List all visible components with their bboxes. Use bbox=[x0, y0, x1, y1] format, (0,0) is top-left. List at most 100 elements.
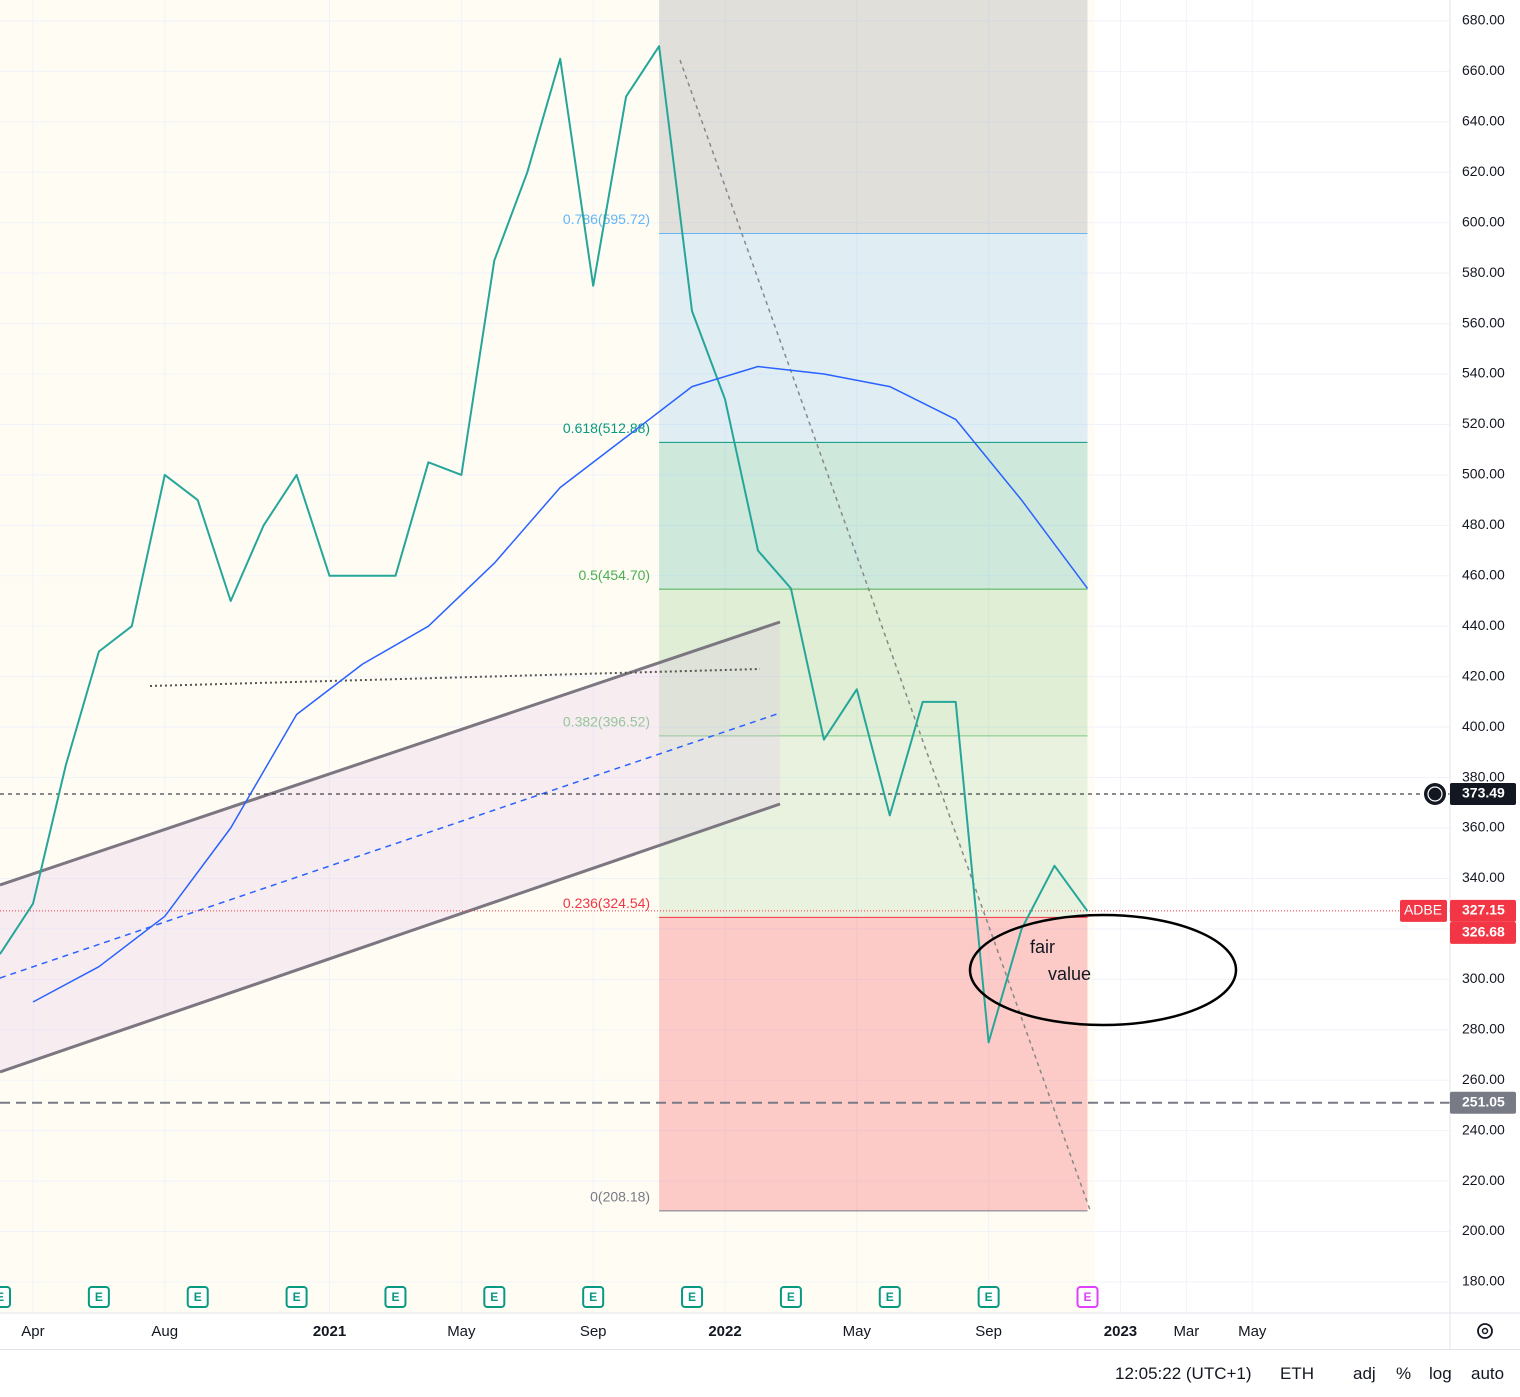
y-tick-label: 600.00 bbox=[1462, 213, 1505, 229]
grid bbox=[0, 0, 1450, 1313]
price-lines bbox=[0, 793, 1450, 1104]
y-tick-label: 300.00 bbox=[1462, 970, 1505, 986]
price-tag-label: 251.05 bbox=[1462, 1093, 1505, 1109]
x-tick-label: Mar bbox=[1173, 1323, 1199, 1340]
x-tick-label: Sep bbox=[975, 1323, 1002, 1340]
earnings-marker[interactable] bbox=[878, 1286, 901, 1308]
symbol-tag-label: ADBE bbox=[1404, 902, 1442, 918]
price-tag-label: 326.68 bbox=[1462, 924, 1505, 940]
y-tick-label: 420.00 bbox=[1462, 667, 1505, 683]
channel-fill bbox=[0, 622, 780, 1072]
earnings-marker[interactable] bbox=[0, 1286, 11, 1308]
y-tick-label: 480.00 bbox=[1462, 516, 1505, 532]
y-tick-label: 400.00 bbox=[1462, 718, 1505, 734]
y-tick-label: 560.00 bbox=[1462, 314, 1505, 330]
y-tick-label: 640.00 bbox=[1462, 113, 1505, 129]
add-alert-icon bbox=[1427, 786, 1443, 802]
earnings-marker[interactable] bbox=[582, 1286, 605, 1308]
y-tick-label: 460.00 bbox=[1462, 566, 1505, 582]
y-tick-label: 280.00 bbox=[1462, 1020, 1505, 1036]
y-tick-label: 620.00 bbox=[1462, 163, 1505, 179]
fib-zone bbox=[659, 233, 1088, 443]
x-tick-label: May bbox=[1238, 1323, 1267, 1340]
x-tick-label: Aug bbox=[151, 1323, 178, 1340]
y-tick-label: 500.00 bbox=[1462, 466, 1505, 482]
earnings-marker[interactable] bbox=[1076, 1286, 1099, 1308]
session-toggle[interactable]: ETH bbox=[1280, 1364, 1314, 1383]
percent-toggle[interactable]: % bbox=[1396, 1364, 1412, 1383]
earnings-label: E bbox=[95, 1290, 103, 1304]
x-tick-label: Apr bbox=[21, 1323, 44, 1340]
x-tick-label: 2021 bbox=[313, 1323, 346, 1340]
price-tag-label: 327.15 bbox=[1462, 902, 1505, 918]
earnings-label: E bbox=[589, 1290, 597, 1304]
y-tick-label: 340.00 bbox=[1462, 869, 1505, 885]
y-tick-label: 520.00 bbox=[1462, 415, 1505, 431]
fib-zone bbox=[659, 0, 1088, 234]
moving-average bbox=[32, 365, 1089, 1003]
price-tag bbox=[1450, 782, 1516, 805]
price-tags: 373.49 327.15 ADBE 326.68 251.05 bbox=[1400, 782, 1516, 1114]
fib-zones: 0.786(595.72)0.618(512.88)0.5(454.70)0.3… bbox=[563, 0, 1088, 1212]
earnings-marker[interactable] bbox=[779, 1286, 802, 1308]
add-alert-button[interactable] bbox=[1424, 782, 1446, 805]
fib-zone bbox=[659, 589, 1088, 736]
x-tick-label: May bbox=[447, 1323, 476, 1340]
earnings-label: E bbox=[886, 1290, 894, 1304]
earnings-marker[interactable] bbox=[87, 1286, 110, 1308]
fib-zone bbox=[659, 917, 1088, 1211]
earnings-label: E bbox=[0, 1290, 4, 1304]
earnings-label: E bbox=[1083, 1290, 1091, 1304]
y-tick-label: 440.00 bbox=[1462, 617, 1505, 633]
earnings-marker[interactable] bbox=[186, 1286, 209, 1308]
earnings-label: E bbox=[490, 1290, 498, 1304]
adj-toggle[interactable]: adj bbox=[1353, 1364, 1376, 1383]
earnings-marker[interactable] bbox=[384, 1286, 407, 1308]
price-line bbox=[0, 45, 1089, 1044]
chart: 0.786(595.72)0.618(512.88)0.5(454.70)0.3… bbox=[0, 0, 1520, 1349]
channel-upper bbox=[0, 620, 781, 887]
auto-toggle[interactable]: auto bbox=[1471, 1364, 1505, 1383]
x-tick-label: May bbox=[843, 1323, 872, 1340]
settings-icon[interactable] bbox=[1477, 1323, 1493, 1339]
channel-lower bbox=[0, 802, 781, 1074]
y-tick-label: 260.00 bbox=[1462, 1071, 1505, 1087]
y-tick-label: 580.00 bbox=[1462, 264, 1505, 280]
fib-label: 0.618(512.88) bbox=[563, 420, 650, 436]
fib-zone bbox=[659, 735, 1088, 918]
annotation-text: value bbox=[1048, 964, 1091, 984]
axes: 180.00 200.00 220.00 240.00 260.00 280.00 300.… bbox=[0, 12, 1505, 1340]
earnings-label: E bbox=[688, 1290, 696, 1304]
earnings-label: E bbox=[391, 1290, 399, 1304]
clock: 12:05:22 (UTC+1) bbox=[1115, 1364, 1252, 1383]
settings-button[interactable] bbox=[1477, 1323, 1493, 1339]
earnings-label: E bbox=[985, 1290, 993, 1304]
earnings-label: E bbox=[293, 1290, 301, 1304]
earnings-label: E bbox=[194, 1290, 202, 1304]
y-tick-label: 180.00 bbox=[1462, 1273, 1505, 1289]
fib-label: 0.5(454.70) bbox=[578, 567, 650, 583]
y-tick-label: 540.00 bbox=[1462, 365, 1505, 381]
session-background bbox=[0, 0, 1095, 1313]
y-tick-label: 240.00 bbox=[1462, 1121, 1505, 1137]
price-tag bbox=[1450, 921, 1516, 944]
earnings-marker[interactable] bbox=[977, 1286, 1000, 1308]
annotation-ellipse bbox=[968, 913, 1238, 1027]
series bbox=[0, 45, 1089, 1044]
earnings-marker[interactable] bbox=[681, 1286, 704, 1308]
earnings-marker[interactable] bbox=[483, 1286, 506, 1308]
x-tick-label: 2023 bbox=[1104, 1323, 1137, 1340]
y-tick-label: 360.00 bbox=[1462, 819, 1505, 835]
log-toggle[interactable]: log bbox=[1429, 1364, 1452, 1383]
x-tick-label: 2022 bbox=[708, 1323, 741, 1340]
price-tag bbox=[1450, 899, 1516, 922]
price-tag bbox=[1450, 1091, 1516, 1114]
y-tick-label: 660.00 bbox=[1462, 62, 1505, 78]
earnings-marker[interactable] bbox=[285, 1286, 308, 1308]
x-tick-label: Sep bbox=[580, 1323, 607, 1340]
settings-icon-core[interactable] bbox=[1481, 1327, 1489, 1335]
support-line bbox=[149, 668, 761, 687]
fib-label: 0.236(324.54) bbox=[563, 895, 650, 911]
price-tag-label: 373.49 bbox=[1462, 785, 1505, 801]
